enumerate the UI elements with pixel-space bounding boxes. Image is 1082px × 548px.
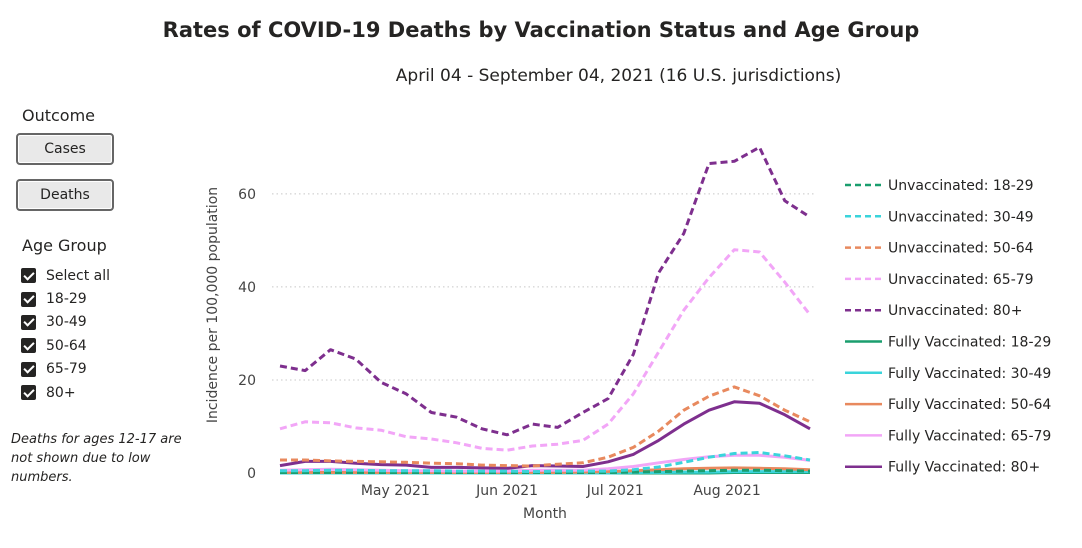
outcome-label: Outcome: [22, 106, 96, 125]
legend-label: Unvaccinated: 65-79: [888, 272, 1034, 288]
checkbox-18-29[interactable]: 18-29: [21, 287, 110, 310]
checkbox-label: 80+: [46, 384, 76, 401]
checkbox-select-all[interactable]: Select all: [21, 264, 110, 287]
checkbox-65-79[interactable]: 65-79: [21, 358, 110, 381]
gridlines: [272, 193, 815, 381]
series-line-unvaccinated-80-: [279, 145, 811, 437]
checkbox-checked-icon[interactable]: [21, 268, 36, 284]
checkbox-50-64[interactable]: 50-64: [21, 334, 110, 357]
checkbox-30-49[interactable]: 30-49: [21, 311, 110, 334]
checkbox-label: 30-49: [46, 314, 87, 331]
checkbox-checked-icon[interactable]: [21, 338, 36, 354]
legend: Unvaccinated: 18-29 Unvaccinated: 30-49 Un…: [845, 178, 1051, 476]
y-tick-label: 40: [238, 280, 256, 296]
checkbox-checked-icon[interactable]: [21, 361, 36, 377]
series-line-fully-vaccinated-80-: [279, 400, 811, 470]
checkbox-checked-icon[interactable]: [21, 314, 36, 330]
x-tick-label: Jul 2021: [586, 483, 644, 499]
y-tick-label: 20: [238, 373, 256, 389]
footnote: Deaths for ages 12-17 are not shown due …: [11, 432, 182, 485]
deaths-button[interactable]: Deaths: [16, 179, 114, 211]
legend-label: Fully Vaccinated: 30-49: [888, 366, 1051, 382]
series-line-unvaccinated-30-49: [280, 451, 811, 474]
checkbox-label: Select all: [46, 267, 110, 284]
y-tick-label: 0: [247, 466, 256, 482]
checkbox-checked-icon[interactable]: [21, 291, 36, 307]
filter-panel: Outcome Cases Deaths Age Group Select al…: [0, 0, 190, 548]
series-lines: [279, 145, 812, 475]
legend-label: Unvaccinated: 50-64: [888, 241, 1034, 257]
y-axis-ticks: 0 20 40 60: [238, 187, 256, 482]
legend-label: Fully Vaccinated: 18-29: [888, 335, 1051, 351]
age-group-label: Age Group: [22, 236, 107, 255]
checkbox-label: 50-64: [46, 337, 87, 354]
y-axis-label: Incidence per 100,000 population: [205, 187, 221, 423]
legend-label: Fully Vaccinated: 50-64: [888, 397, 1051, 413]
x-axis-label: Month: [523, 506, 567, 522]
checkbox-label: 65-79: [46, 361, 87, 378]
x-tick-label: Jun 2021: [475, 483, 538, 499]
legend-label: Fully Vaccinated: 80+: [888, 460, 1040, 476]
x-tick-label: May 2021: [361, 483, 430, 499]
y-tick-label: 60: [238, 187, 256, 203]
legend-label: Fully Vaccinated: 65-79: [888, 428, 1051, 444]
chart-title: Rates of COVID-19 Deaths by Vaccination …: [162, 18, 920, 42]
series-line-unvaccinated-50-64: [280, 385, 811, 468]
legend-label: Unvaccinated: 30-49: [888, 209, 1034, 225]
legend-label: Unvaccinated: 80+: [888, 303, 1022, 319]
cases-button[interactable]: Cases: [16, 133, 114, 165]
checkbox-checked-icon[interactable]: [21, 385, 36, 401]
x-axis-ticks: May 2021 Jun 2021 Jul 2021 Aug 2021: [361, 483, 761, 499]
x-tick-label: Aug 2021: [693, 483, 760, 499]
age-group-checklist: Select all 18-29 30-49 50-64 65-79 80+: [21, 264, 110, 404]
legend-label: Unvaccinated: 18-29: [888, 178, 1034, 194]
checkbox-80-plus[interactable]: 80+: [21, 381, 110, 404]
chart-subtitle: April 04 - September 04, 2021 (16 U.S. j…: [395, 66, 842, 86]
series-line-unvaccinated-65-79: [279, 248, 812, 452]
checkbox-label: 18-29: [46, 291, 87, 308]
